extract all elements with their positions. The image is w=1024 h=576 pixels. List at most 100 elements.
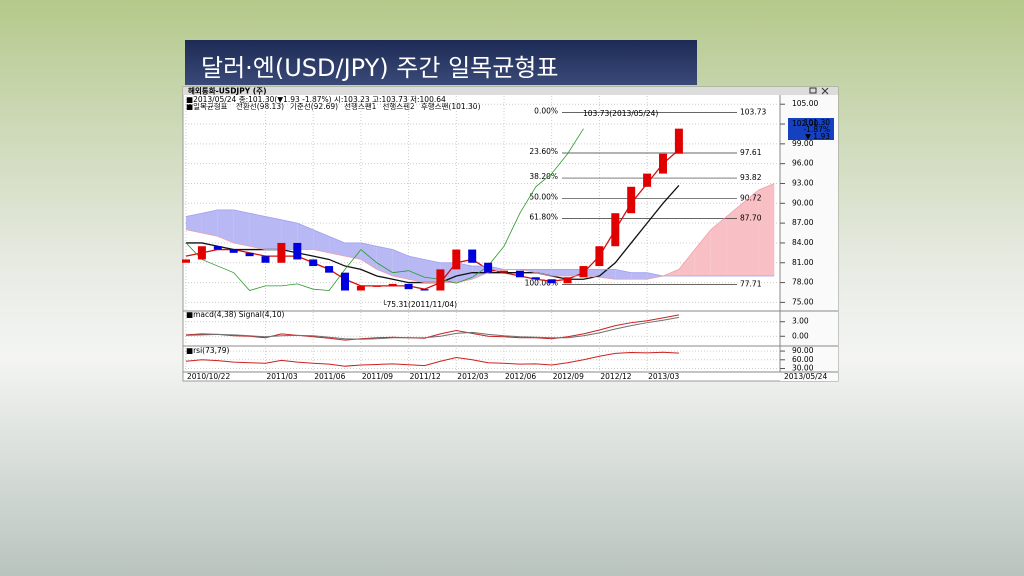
fib-name: 23.60%	[529, 147, 558, 156]
y-tick-label: 30.00	[792, 364, 814, 373]
macd-line	[185, 316, 679, 340]
cloud-segment	[249, 213, 266, 250]
price-tag-box	[788, 118, 834, 140]
candle	[484, 262, 493, 273]
price-tag: 101.30	[804, 118, 830, 127]
y-tick-label: 90.00	[792, 346, 814, 355]
cloud-segment	[408, 256, 425, 283]
candle	[468, 249, 477, 263]
y-tick-label: 93.00	[792, 178, 814, 187]
cloud-segment	[329, 236, 345, 257]
price-tag: ▼ 1.93	[805, 132, 830, 141]
x-tick-label: 2013/03	[648, 372, 679, 381]
price-tag: -1.87%	[803, 125, 830, 134]
candle	[182, 259, 190, 263]
x-tick-label: 2011/09	[362, 372, 393, 381]
rsi-line	[185, 351, 679, 367]
cloud-segment	[742, 190, 759, 276]
fib-value: 87.70	[740, 213, 762, 222]
y-tick-label: 84.00	[792, 238, 814, 247]
y-tick-label: 102.00	[792, 119, 818, 128]
cloud-segment	[233, 209, 250, 247]
fib-value: 103.73	[740, 108, 766, 117]
candle	[388, 283, 397, 286]
cloud-segment	[631, 272, 648, 280]
candle	[404, 283, 413, 290]
cloud-segment	[281, 219, 298, 250]
cloud-segment	[551, 269, 568, 276]
cloud-segment	[217, 209, 234, 243]
x-tick-label: 2012/09	[553, 372, 584, 381]
y-tick-label: 87.00	[792, 218, 814, 227]
candle	[213, 246, 222, 250]
candle	[452, 249, 461, 270]
fib-value: 77.71	[740, 279, 762, 288]
candle	[277, 242, 286, 263]
pane-title: ■rsi(73,79)	[186, 346, 230, 355]
fib-name: 38.20%	[529, 172, 558, 181]
y-tick-label: 99.00	[792, 139, 814, 148]
x-tick-label: 2011/03	[267, 372, 298, 381]
candle	[356, 285, 365, 291]
right-axis	[780, 95, 838, 381]
candle	[563, 277, 572, 284]
cloud-segment	[710, 216, 727, 276]
cloud-segment	[758, 183, 775, 276]
legend-entry: 선행스팬2	[382, 101, 415, 111]
legend-entry: 기준선(92.69)	[290, 102, 338, 111]
y-tick-label: 96.00	[792, 159, 814, 168]
cloud-segment	[647, 272, 663, 280]
legend-entry: 후행스팬(101.30)	[421, 101, 481, 111]
fib-value: 93.82	[740, 173, 762, 182]
x-tick-label: 2012/03	[457, 372, 488, 381]
slide-title: 달러·엔(USD/JPY) 주간 일목균형표	[201, 54, 559, 82]
y-tick-label: 105.00	[792, 99, 818, 108]
x-tick-label: 2011/12	[410, 372, 441, 381]
candle	[372, 285, 381, 287]
legend-entry: 선행스팬1	[344, 101, 377, 111]
indicator-name: ■일목균형표	[186, 102, 228, 111]
info-line: ■2013/05/24 종:101.30(▼1.93 -1.87%) 시:103…	[186, 95, 446, 104]
last-date: 2013/05/24	[784, 372, 827, 381]
cloud-segment	[535, 269, 552, 276]
candle	[627, 186, 636, 214]
y-tick-label: 75.00	[792, 297, 814, 306]
legend-entry: 전환선(98.13)	[236, 101, 284, 111]
fib-value: 90.72	[740, 194, 762, 203]
y-tick-label: 0.00	[792, 331, 809, 340]
window-close[interactable]	[821, 87, 829, 95]
candle	[420, 289, 429, 291]
y-tick-label: 78.00	[792, 278, 814, 287]
title-box: 달러·엔(USD/JPY) 주간 일목균형표	[185, 40, 697, 85]
annotation: 103.73(2013/05/24)	[583, 109, 658, 118]
cloud-segment	[376, 246, 393, 276]
chart-header: 해외통화-USDJPY (주)	[188, 86, 267, 96]
window-button[interactable]	[809, 87, 817, 94]
y-tick-label: 60.00	[792, 355, 814, 364]
candle	[643, 173, 652, 187]
fib-value: 97.61	[740, 148, 762, 157]
candle	[515, 270, 524, 278]
fib-name: 0.00%	[534, 107, 558, 116]
candle	[674, 128, 683, 154]
series-line	[185, 209, 775, 277]
series-line	[185, 128, 584, 291]
candle	[500, 270, 508, 273]
y-tick-label: 3.00	[792, 317, 809, 326]
candle	[611, 213, 620, 247]
cloud-segment	[313, 229, 330, 253]
y-tick-label: 81.00	[792, 258, 814, 267]
x-tick-label: 2012/12	[600, 372, 631, 381]
candle	[261, 256, 270, 263]
candle	[341, 272, 349, 291]
candle	[197, 246, 206, 260]
candle	[595, 246, 604, 267]
candle	[531, 277, 540, 280]
candle	[245, 252, 254, 257]
header-bar	[183, 87, 838, 95]
candle	[436, 269, 445, 291]
cloud-segment	[726, 203, 743, 276]
cloud-segment	[678, 249, 695, 276]
fib-name: 50.00%	[529, 193, 558, 202]
